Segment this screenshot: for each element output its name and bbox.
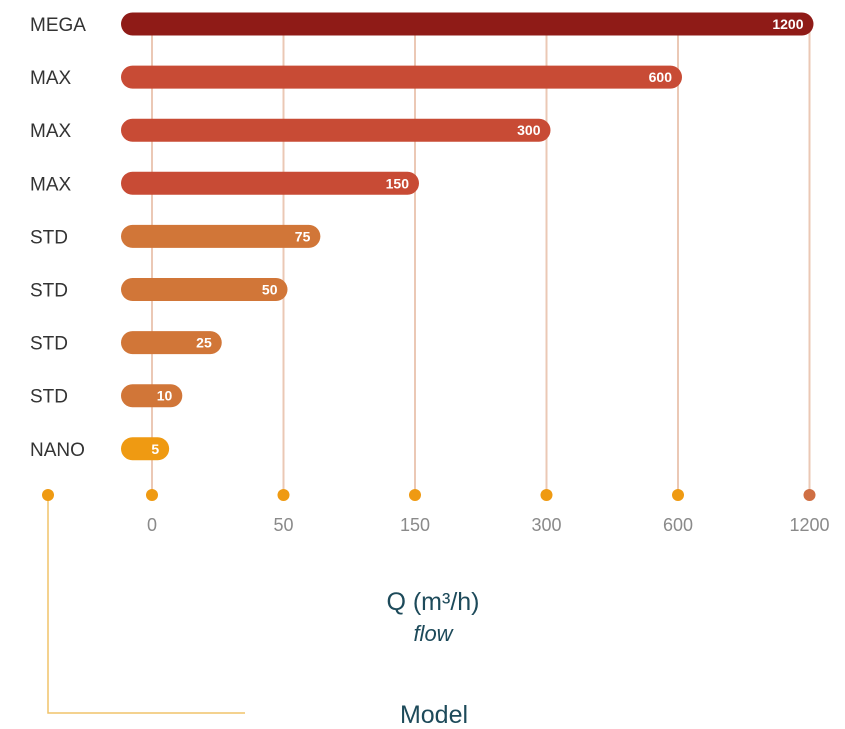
tick-label-300: 300: [531, 515, 561, 535]
bar-value-label-5: 5: [151, 441, 159, 457]
tick-dot-600: [672, 489, 684, 501]
y-axis-label: Model: [400, 701, 468, 729]
model-axis-bracket: [47, 495, 245, 714]
category-label-max: MAX: [30, 68, 72, 89]
tick-dot-0: [146, 489, 158, 501]
x-axis-label: Q (m³/h): [386, 588, 479, 616]
category-label-std: STD: [30, 334, 68, 355]
tick-dot-300: [540, 489, 553, 501]
category-labels: MEGA MAX MAX MAX STD STD STD STD NANO: [30, 15, 86, 461]
tick-dot-50: [277, 489, 290, 501]
x-axis-ticks: 0 50 150 300 600 1200: [146, 489, 830, 535]
bar-max-600: [121, 65, 682, 89]
bar-value-label-150: 150: [386, 175, 410, 191]
bar-std-75: [121, 224, 321, 248]
category-label-max: MAX: [30, 174, 72, 195]
bar-value-label-300: 300: [517, 122, 541, 138]
category-label-std: STD: [30, 227, 68, 248]
bar-std-10: [121, 384, 183, 408]
bar-value-label-10: 10: [157, 388, 173, 404]
tick-label-50: 50: [273, 515, 293, 535]
tick-label-1200: 1200: [789, 515, 829, 535]
category-label-max: MAX: [30, 121, 72, 142]
category-label-mega: MEGA: [30, 15, 86, 36]
tick-dot-150: [409, 489, 421, 501]
bar-value-label-1200: 1200: [772, 16, 803, 32]
bar-value-label-75: 75: [295, 228, 311, 244]
bar-nano-5: [121, 437, 170, 461]
bars: 1200 600 300 150 75 50 25 10 5: [121, 12, 814, 461]
bar-mega-1200: [121, 12, 814, 36]
tick-label-600: 600: [663, 515, 693, 535]
gridlines: [151, 22, 811, 495]
bar-value-label-600: 600: [649, 69, 673, 85]
bar-std-25: [121, 331, 222, 355]
tick-dot-1200: [803, 489, 816, 501]
bar-max-300: [121, 118, 551, 142]
bar-value-label-50: 50: [262, 282, 278, 298]
category-label-nano: NANO: [30, 440, 85, 461]
category-label-std: STD: [30, 281, 68, 302]
tick-label-150: 150: [400, 515, 430, 535]
x-axis-sublabel: flow: [413, 621, 454, 646]
tick-label-0: 0: [147, 515, 157, 535]
bar-value-label-25: 25: [196, 335, 212, 351]
model-axis-dot: [42, 489, 54, 501]
bar-max-150: [121, 171, 419, 195]
bar-std-50: [121, 278, 288, 301]
category-label-std: STD: [30, 387, 68, 408]
